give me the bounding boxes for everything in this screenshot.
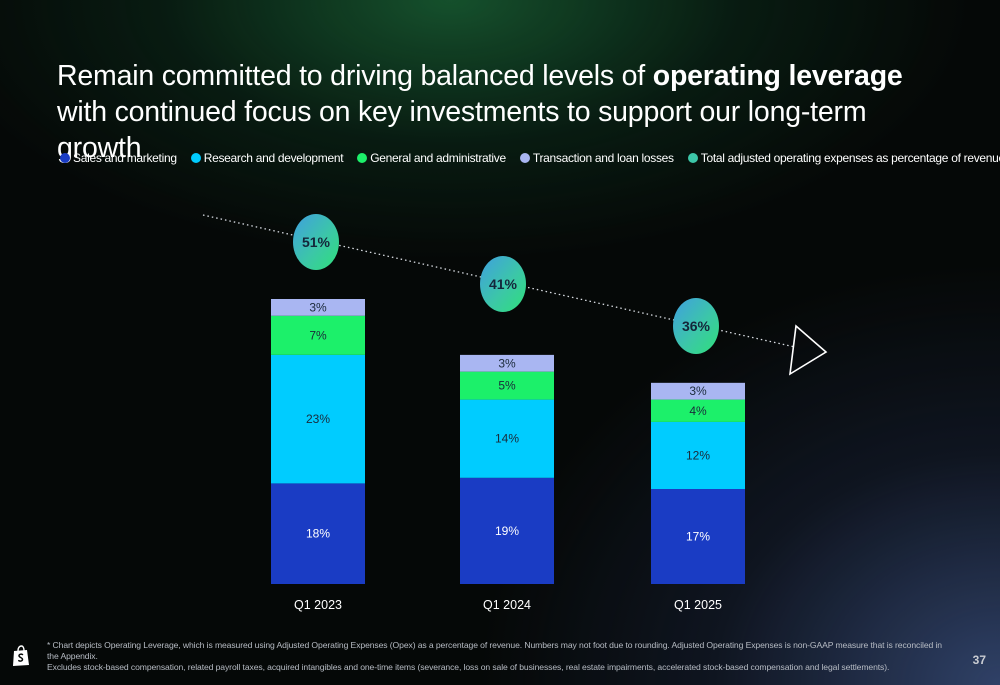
bar-value-label: 14%	[495, 432, 519, 446]
bar-value-label: 18%	[306, 527, 330, 541]
bar-value-label: 3%	[689, 384, 707, 398]
legend-label: Sales and marketing	[73, 151, 177, 165]
bar-value-label: 7%	[309, 328, 327, 342]
page-number: 37	[972, 653, 986, 667]
bar-segment	[271, 483, 365, 584]
bar-segment	[651, 489, 745, 584]
bar-value-label: 5%	[498, 379, 516, 393]
legend-item: Transaction and loan losses	[519, 151, 674, 165]
legend-swatch	[190, 153, 201, 163]
bar-segment	[460, 477, 554, 584]
footnote-line-2: Excludes stock-based compensation, relat…	[47, 662, 890, 672]
legend-swatch	[519, 153, 530, 163]
bar-value-label: 4%	[689, 404, 707, 418]
legend-label: Transaction and loan losses	[532, 151, 674, 165]
bar-segment	[460, 399, 554, 478]
bar-value-label: 3%	[498, 356, 516, 370]
legend-swatch	[60, 153, 70, 163]
bar-segment	[651, 382, 745, 400]
total-bubble	[480, 256, 526, 312]
legend-swatch	[687, 153, 698, 163]
slide-title: Remain committed to driving balanced lev…	[57, 60, 903, 164]
chart-legend: Sales and marketing Research and developm…	[60, 151, 1000, 165]
total-label: 51%	[302, 234, 331, 250]
title-emphasis: operating leverage	[652, 60, 903, 92]
trend-arrowhead	[789, 324, 828, 376]
legend-swatch	[357, 153, 368, 163]
shopping-bag-icon	[13, 645, 29, 666]
total-bubble	[293, 214, 339, 270]
bar-segment	[651, 399, 745, 422]
footnote-line-1: * Chart depicts Operating Leverage, whic…	[47, 640, 942, 661]
bar-value-label: 23%	[306, 412, 330, 426]
legend-item: General and administrative	[357, 151, 506, 165]
legend-label: General and administrative	[370, 151, 506, 165]
legend-item: Sales and marketing	[60, 151, 177, 165]
bar-segment	[460, 371, 554, 400]
bar-segment	[460, 354, 554, 372]
bar-segment	[651, 421, 745, 489]
legend-item: Total adjusted operating expenses as per…	[687, 151, 1000, 165]
bar-segment	[271, 299, 365, 316]
x-tick-label: Q1 2025	[674, 598, 722, 612]
x-tick-label: Q1 2023	[294, 598, 342, 612]
legend-label: Total adjusted operating expenses as per…	[700, 151, 1000, 165]
footnote: * Chart depicts Operating Leverage, whic…	[47, 640, 947, 673]
x-tick-label: Q1 2024	[483, 598, 531, 612]
bar-value-label: 12%	[686, 448, 710, 462]
total-label: 36%	[682, 318, 711, 334]
total-bubble	[673, 298, 719, 354]
bar-value-label: 19%	[495, 524, 519, 538]
total-label: 41%	[489, 276, 518, 292]
bar-value-label: 17%	[686, 530, 710, 544]
bar-value-label: 3%	[309, 300, 327, 314]
legend-item: Research and development	[190, 151, 344, 165]
legend-label: Research and development	[203, 151, 344, 165]
bar-segment	[271, 354, 365, 484]
bar-segment	[271, 315, 365, 355]
